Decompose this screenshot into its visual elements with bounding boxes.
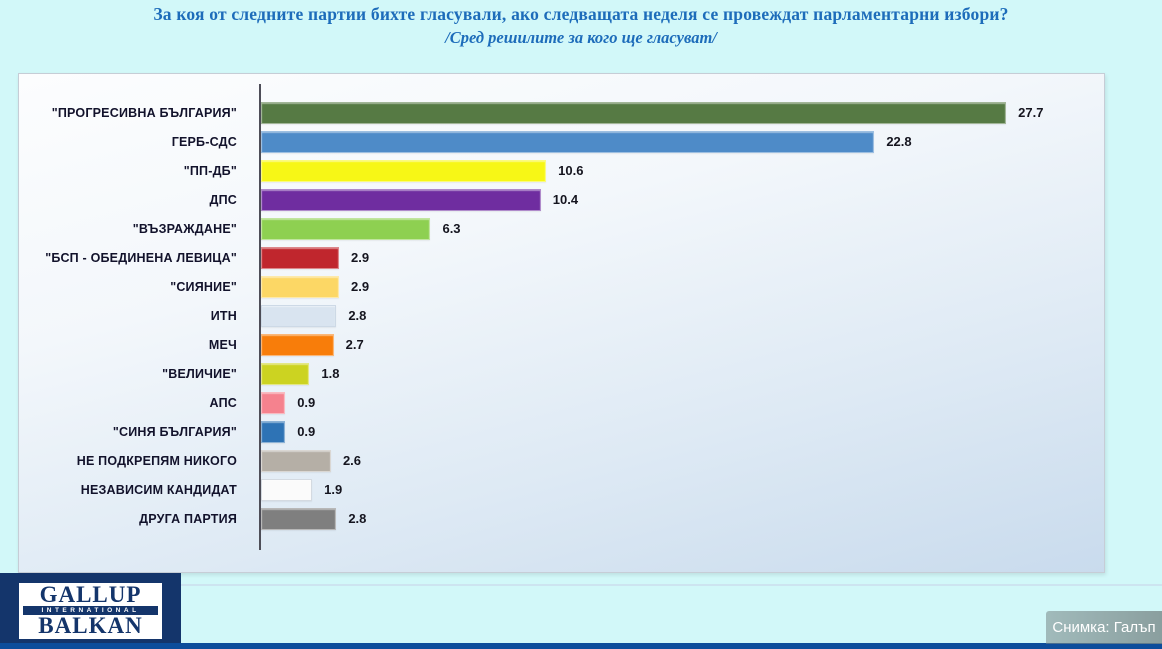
bar	[261, 101, 1007, 124]
bar	[261, 130, 875, 153]
photo-credit-overlay: Снимка: Галъп	[1046, 611, 1162, 644]
bar-value: 1.8	[321, 366, 340, 381]
bar-label: "ПРОГРЕСИВНА БЪЛГАРИЯ"	[51, 105, 237, 120]
bar-zone: 1.9	[249, 478, 1094, 501]
bar-label: "СИЯНИЕ"	[170, 279, 237, 294]
chart-row: "ПП-ДБ" 10.6	[19, 156, 1094, 185]
bar-zone: 10.4	[249, 188, 1094, 211]
chart-row: "БСП - ОБЕДИНЕНА ЛЕВИЦА" 2.9	[19, 243, 1094, 272]
bar-label: ИТН	[210, 308, 237, 323]
bar-value: 2.8	[348, 308, 367, 323]
bar-label: "СИНЯ БЪЛГАРИЯ"	[112, 424, 237, 439]
logo-text-international: INTERNATIONAL	[23, 606, 158, 615]
chart-row: АПС 0.9	[19, 388, 1094, 417]
chart-row: ДПС 10.4	[19, 185, 1094, 214]
chart-rows: "ПРОГРЕСИВНА БЪЛГАРИЯ" 27.7 ГЕРБ-СДС 22.8 "П…	[19, 98, 1094, 533]
bar-value: 0.9	[297, 395, 316, 410]
chart-subtitle: /Сред решилите за кого ще гласуват/	[445, 28, 717, 47]
chart-row: "СИНЯ БЪЛГАРИЯ" 0.9	[19, 417, 1094, 446]
chart-row: НЕ ПОДКРЕПЯМ НИКОГО 2.6	[19, 446, 1094, 475]
bar-label: НЕЗАВИСИМ КАНДИДАТ	[80, 482, 237, 497]
bar-value: 1.9	[324, 482, 343, 497]
chart-title: За коя от следните партии бихте гласувал…	[153, 4, 1009, 24]
chart-panel: "ПРОГРЕСИВНА БЪЛГАРИЯ" 27.7 ГЕРБ-СДС 22.8 "П…	[18, 73, 1105, 573]
bar	[261, 478, 313, 501]
bar-zone: 2.7	[249, 333, 1094, 356]
logo-text-balkan: BALKAN	[38, 613, 143, 638]
chart-row: "ВЪЗРАЖДАНЕ" 6.3	[19, 214, 1094, 243]
bar	[261, 333, 334, 356]
bar	[261, 275, 339, 298]
bar-label: "ВЕЛИЧИЕ"	[162, 366, 237, 381]
bar-value: 2.7	[345, 337, 364, 352]
bar-label: ГЕРБ-СДС	[171, 134, 237, 149]
bar	[261, 159, 547, 182]
bar-value: 2.9	[351, 250, 370, 265]
bar-label: АПС	[209, 395, 237, 410]
bar	[261, 420, 286, 443]
bar-zone: 2.9	[249, 246, 1094, 269]
bar-value: 2.8	[348, 511, 367, 526]
bar-zone: 2.9	[249, 275, 1094, 298]
bar-label: ДРУГА ПАРТИЯ	[139, 511, 237, 526]
bar-zone: 0.9	[249, 420, 1094, 443]
bar-value: 2.6	[342, 453, 362, 468]
chart-row: "СИЯНИЕ" 2.9	[19, 272, 1094, 301]
bar-value: 0.9	[297, 424, 316, 439]
chart-row: НЕЗАВИСИМ КАНДИДАТ 1.9	[19, 475, 1094, 504]
bar	[261, 507, 337, 530]
bar	[261, 449, 331, 472]
chart-row: ДРУГА ПАРТИЯ 2.8	[19, 504, 1094, 533]
chart-row: "ВЕЛИЧИЕ" 1.8	[19, 359, 1094, 388]
chart-row: ГЕРБ-СДС 22.8	[19, 127, 1094, 156]
bar-label: НЕ ПОДКРЕПЯМ НИКОГО	[76, 453, 237, 468]
chart-row: МЕЧ 2.7	[19, 330, 1094, 359]
bottom-blue-strip	[0, 643, 1162, 649]
bar-zone: 1.8	[249, 362, 1094, 385]
bar-label: ДПС	[209, 192, 237, 207]
bar-label: МЕЧ	[208, 337, 237, 352]
bar-value: 2.9	[351, 279, 370, 294]
bar-zone: 2.8	[249, 304, 1094, 327]
bar-zone: 2.8	[249, 507, 1094, 530]
bar-label: "ВЪЗРАЖДАНЕ"	[132, 221, 237, 236]
bar	[261, 217, 431, 240]
bar-label: "БСП - ОБЕДИНЕНА ЛЕВИЦА"	[45, 250, 237, 265]
bar	[261, 188, 541, 211]
bar-value: 22.8	[886, 134, 912, 149]
bar	[261, 246, 339, 269]
gallup-logo-inner: GALLUP INTERNATIONAL BALKAN	[19, 583, 162, 639]
bar-label: "ПП-ДБ"	[183, 163, 237, 178]
bar-zone: 22.8	[249, 130, 1094, 153]
bar-value: 27.7	[1018, 105, 1044, 120]
chart-row: "ПРОГРЕСИВНА БЪЛГАРИЯ" 27.7	[19, 98, 1094, 127]
bar-zone: 27.7	[249, 101, 1094, 124]
bar-zone: 2.6	[249, 449, 1094, 472]
logo-text-gallup: GALLUP	[39, 582, 142, 607]
bar-zone: 6.3	[249, 217, 1094, 240]
bar-value: 10.4	[552, 192, 579, 207]
chart-title-block: За коя от следните партии бихте гласувал…	[0, 4, 1162, 48]
bar	[261, 391, 286, 414]
bar	[261, 362, 310, 385]
chart-row: ИТН 2.8	[19, 301, 1094, 330]
gallup-balkan-logo: GALLUP INTERNATIONAL BALKAN	[0, 573, 181, 649]
bar-value: 6.3	[442, 221, 461, 236]
bar-zone: 10.6	[249, 159, 1094, 182]
bar	[261, 304, 337, 327]
y-axis-line	[259, 84, 261, 550]
divider-line	[181, 584, 1162, 586]
bar-value: 10.6	[558, 163, 584, 178]
bar-zone: 0.9	[249, 391, 1094, 414]
